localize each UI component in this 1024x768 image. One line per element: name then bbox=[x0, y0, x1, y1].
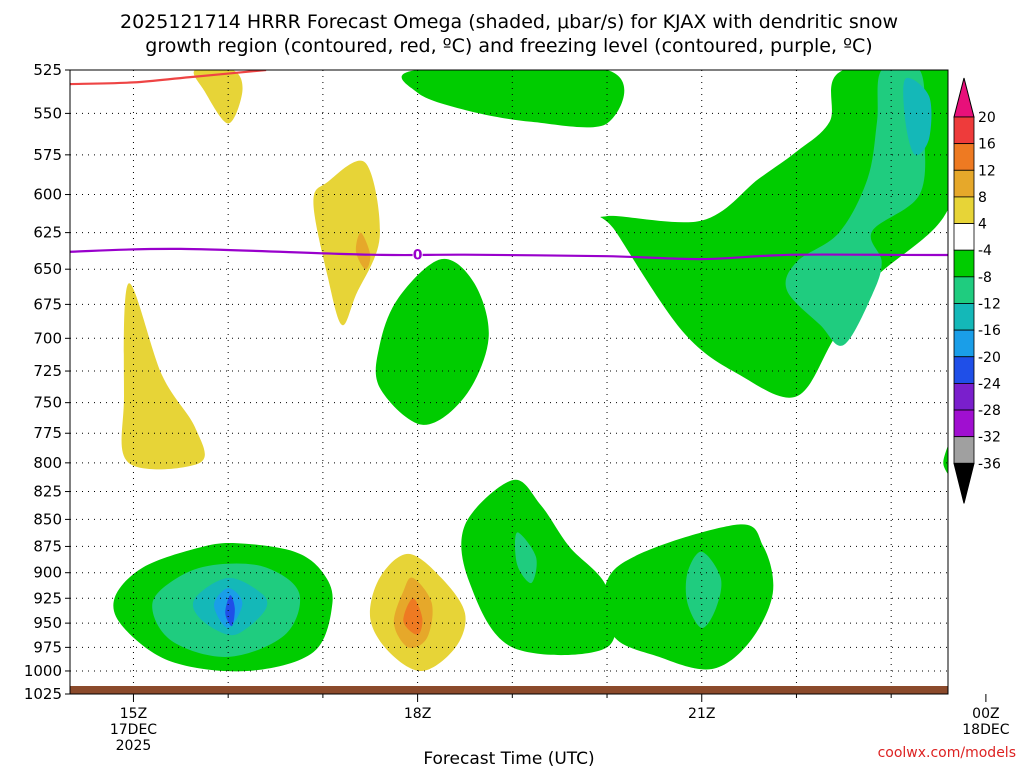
y-tick-label: 775 bbox=[33, 424, 62, 442]
colorbar-label: -24 bbox=[978, 376, 1001, 392]
colorbar-label: 16 bbox=[978, 137, 996, 153]
colorbar-swatch bbox=[954, 197, 974, 224]
x-tick-date-label: 18DEC bbox=[962, 722, 1009, 738]
credit-text: coolwx.com/models bbox=[878, 745, 1016, 761]
y-tick-label: 975 bbox=[33, 638, 62, 656]
colorbar-label: 12 bbox=[978, 163, 996, 179]
y-tick-label: 825 bbox=[33, 483, 62, 501]
colorbar-swatch bbox=[954, 330, 974, 357]
colorbar-label: -36 bbox=[978, 456, 1001, 472]
y-tick-label: 675 bbox=[33, 295, 62, 313]
freezing-level-label: 0 bbox=[413, 248, 423, 264]
colorbar-swatch bbox=[954, 383, 974, 410]
y-tick-label: 575 bbox=[33, 146, 62, 164]
y-tick-label: 900 bbox=[33, 564, 62, 582]
y-tick-label: 525 bbox=[33, 61, 62, 79]
surface-ground bbox=[70, 686, 948, 694]
x-axis-label: Forecast Time (UTC) bbox=[423, 749, 594, 768]
colorbar-label: -12 bbox=[978, 296, 1001, 312]
y-tick-label: 950 bbox=[33, 614, 62, 632]
y-tick-label: 875 bbox=[33, 537, 62, 555]
y-tick-label: 700 bbox=[33, 329, 62, 347]
colorbar-swatch bbox=[954, 277, 974, 304]
y-tick-label: 800 bbox=[33, 454, 62, 472]
colorbar-swatch bbox=[954, 170, 974, 197]
y-tick-label: 650 bbox=[33, 260, 62, 278]
colorbar-label: -8 bbox=[978, 270, 992, 286]
x-tick-label: 15Z bbox=[120, 706, 147, 722]
colorbar-label: -16 bbox=[978, 323, 1001, 339]
x-tick-label: 21Z bbox=[688, 706, 715, 722]
x-tick-label: 00Z bbox=[972, 706, 999, 722]
colorbar-swatch bbox=[954, 224, 974, 251]
colorbar-bottom-triangle bbox=[954, 463, 974, 503]
omega-chart: 2025121714 HRRR Forecast Omega (shaded, … bbox=[0, 0, 1024, 768]
colorbar-label: -4 bbox=[978, 243, 992, 259]
chart-title-line-2: growth region (contoured, red, ºC) and f… bbox=[145, 35, 872, 57]
y-tick-label: 1025 bbox=[24, 685, 62, 703]
colorbar-swatch bbox=[954, 437, 974, 464]
colorbar-top-triangle bbox=[954, 78, 974, 117]
colorbar-label: 4 bbox=[978, 217, 987, 233]
colorbar-label: 8 bbox=[978, 190, 987, 206]
x-tick-label: 18Z bbox=[404, 706, 431, 722]
colorbar-swatch bbox=[954, 250, 974, 277]
y-tick-label: 600 bbox=[33, 186, 62, 204]
colorbar-label: -20 bbox=[978, 350, 1001, 366]
colorbar-label: -32 bbox=[978, 430, 1001, 446]
colorbar-swatch bbox=[954, 410, 974, 437]
colorbar-label: 20 bbox=[978, 110, 996, 126]
colorbar: 20 16 12 8 4 -4 -8 -12 -16 -20 -24 -28 -32 -36 bbox=[954, 78, 1001, 503]
colorbar-label: -28 bbox=[978, 403, 1001, 419]
colorbar-swatch bbox=[954, 144, 974, 171]
x-tick-date-label: 17DEC bbox=[110, 722, 157, 738]
y-tick-label: 925 bbox=[33, 589, 62, 607]
chart-title-line-1: 2025121714 HRRR Forecast Omega (shaded, … bbox=[120, 11, 898, 33]
y-tick-label: 625 bbox=[33, 224, 62, 242]
colorbar-swatch bbox=[954, 357, 974, 384]
x-tick-date-label: 2025 bbox=[116, 738, 152, 754]
y-axis: 525 550 575 600 625 650 675 700 725 750 775 800 825 8… bbox=[24, 61, 70, 703]
y-tick-label: 550 bbox=[33, 104, 62, 122]
y-tick-label: 1000 bbox=[24, 662, 62, 680]
y-tick-label: 750 bbox=[33, 394, 62, 412]
y-tick-label: 725 bbox=[33, 362, 62, 380]
y-tick-label: 850 bbox=[33, 510, 62, 528]
colorbar-swatch bbox=[954, 117, 974, 144]
colorbar-swatch bbox=[954, 303, 974, 330]
